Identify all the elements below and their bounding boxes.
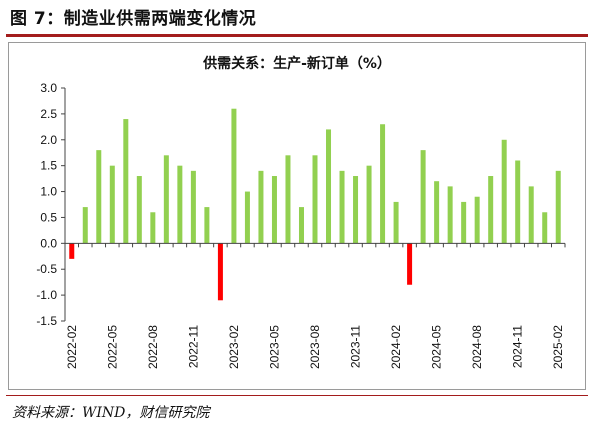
bar-2023-09 (326, 129, 332, 244)
bar-2024-06 (447, 186, 453, 244)
bar-2022-06 (123, 119, 129, 244)
bar-2024-01 (380, 124, 386, 244)
bar-2023-04 (258, 170, 264, 244)
y-tick-label: 0.5 (40, 210, 57, 224)
bar-2024-09 (488, 176, 494, 244)
bar-2024-03 (407, 243, 413, 285)
bar-2022-08 (150, 212, 156, 244)
x-tick-label: 2023-08 (308, 325, 322, 369)
x-tick-label: 2023-11 (349, 325, 363, 368)
bar-2023-10 (339, 170, 345, 244)
source-divider (6, 395, 588, 396)
bar-2023-01 (217, 243, 223, 301)
x-tick-label: 2024-02 (389, 325, 403, 369)
bar-2023-08 (312, 155, 318, 244)
y-tick-label: 3.0 (40, 81, 57, 95)
bar-2022-03 (82, 207, 88, 244)
bar-chart: -1.5 -1.0 -0.5 0.0 0.5 1.0 1.5 2.0 2.5 3.0 2022-02… (36, 81, 566, 369)
x-tick-label: 2022-05 (105, 325, 119, 369)
bar-2022-11 (190, 170, 196, 244)
bar-2022-12 (204, 207, 210, 244)
x-tick-label: 2022-11 (186, 325, 200, 368)
bar-2024-11 (515, 160, 521, 244)
bar-2024-05 (434, 181, 440, 244)
bar-2022-07 (136, 176, 142, 244)
source-note: 资料来源：WIND，财信研究院 (12, 405, 210, 421)
bar-2025-01 (542, 212, 548, 244)
bar-2023-12 (366, 165, 372, 244)
bar-2023-02 (231, 108, 237, 244)
x-tick-label: 2024-08 (470, 325, 484, 369)
bar-2024-07 (461, 201, 467, 244)
x-tick-label: 2024-11 (511, 325, 525, 368)
bar-2024-08 (474, 196, 480, 244)
chart-panel: 供需关系：生产-新订单（%） -1.5 -1.0 -0.5 0.0 0.5 1.0 1.5 2… (8, 42, 586, 390)
bar-2022-09 (163, 155, 169, 244)
bar-2023-06 (285, 155, 291, 244)
x-tick-label: 2023-05 (267, 325, 281, 369)
bar-2024-12 (528, 186, 534, 244)
bar-2022-02 (69, 243, 75, 259)
y-tick-label: -1.0 (36, 288, 57, 302)
bar-2023-07 (298, 207, 304, 244)
y-tick-label: -0.5 (36, 262, 57, 276)
x-tick-label: 2023-02 (227, 325, 241, 369)
bar-2023-05 (271, 176, 277, 244)
bar-2024-02 (393, 201, 399, 244)
y-tick-label: 1.5 (40, 159, 57, 173)
bar-2022-04 (96, 150, 102, 244)
y-tick-label: 2.5 (40, 107, 57, 121)
y-tick-label: 0.0 (40, 236, 57, 250)
x-tick-label: 2025-02 (551, 325, 565, 369)
x-tick-label: 2022-08 (146, 325, 160, 369)
figure-title: 图 7：制造业供需两端变化情况 (10, 9, 257, 29)
bar-2023-11 (353, 176, 359, 244)
bar-2022-05 (109, 165, 115, 244)
bar-2025-02 (555, 170, 561, 244)
x-tick-label: 2022-02 (65, 325, 79, 369)
title-divider (6, 34, 588, 37)
bar-2024-04 (420, 150, 426, 244)
x-tick-label: 2024-05 (430, 325, 444, 369)
y-tick-label: -1.5 (36, 314, 57, 328)
y-tick-label: 2.0 (40, 133, 57, 147)
y-tick-label: 1.0 (40, 185, 57, 199)
bar-2023-03 (244, 191, 250, 244)
bar-2022-10 (177, 165, 183, 244)
chart-title: 供需关系：生产-新订单（%） (203, 56, 391, 72)
bar-2024-10 (501, 139, 507, 244)
